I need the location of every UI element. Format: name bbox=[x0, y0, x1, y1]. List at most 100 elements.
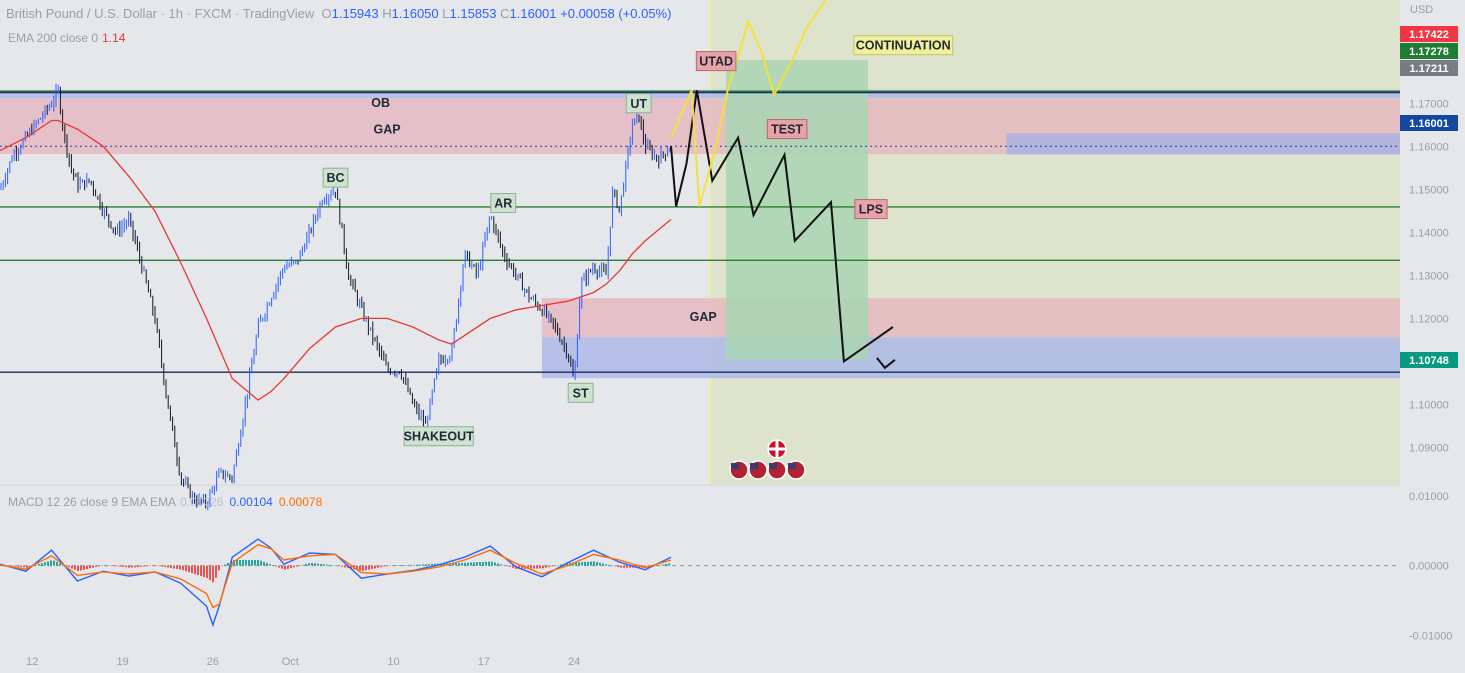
macd-histogram-bar bbox=[269, 564, 271, 566]
macd-histogram-bar bbox=[539, 565, 541, 569]
macd-histogram-bar bbox=[344, 565, 346, 568]
macd-histogram-bar bbox=[287, 565, 289, 569]
time-tick-label: 10 bbox=[387, 656, 399, 668]
macd-histogram-bar bbox=[296, 565, 298, 567]
macd-tick-label: 0.01000 bbox=[1409, 491, 1449, 503]
macd-histogram-bar bbox=[140, 565, 142, 567]
annotation-label: LPS bbox=[859, 203, 883, 217]
macd-histogram-bar bbox=[500, 564, 502, 566]
macd-histogram-bar bbox=[35, 564, 37, 566]
macd-histogram-bar bbox=[458, 562, 460, 566]
macd-signal-value: 0.00078 bbox=[278, 495, 323, 509]
price-tag-label: 1.10748 bbox=[1409, 355, 1449, 367]
macd-histogram-bar bbox=[332, 565, 334, 566]
macd-histogram-bar bbox=[113, 565, 115, 567]
annotation-box-9 bbox=[766, 119, 808, 140]
price-tick-label: 1.13000 bbox=[1409, 270, 1449, 282]
macd-histogram-bar bbox=[251, 560, 253, 566]
macd-histogram-bar bbox=[227, 562, 229, 566]
macd-histogram-bar bbox=[305, 564, 307, 566]
macd-histogram-bar bbox=[86, 565, 88, 570]
macd-histogram-bar bbox=[173, 565, 175, 569]
ema-legend[interactable]: EMA 200 close 0 1.14 bbox=[8, 31, 125, 45]
macd-histogram-bar bbox=[587, 561, 589, 566]
macd-legend[interactable]: MACD 12 26 close 9 EMA EMA 0.00026 0.00104… bbox=[8, 495, 322, 509]
macd-histogram-bar bbox=[404, 565, 406, 566]
trade-target-zone bbox=[726, 60, 868, 360]
macd-histogram-bar bbox=[575, 562, 577, 566]
macd-histogram-bar bbox=[194, 565, 196, 575]
annotation-box-10 bbox=[854, 199, 888, 220]
macd-histogram-bar bbox=[341, 565, 343, 567]
macd-histogram-bar bbox=[92, 565, 94, 568]
time-tick-label: 17 bbox=[478, 656, 490, 668]
macd-histogram-bar bbox=[566, 563, 568, 566]
macd-histogram-bar bbox=[392, 565, 394, 566]
macd-histogram-bar bbox=[38, 564, 40, 566]
macd-histogram-bar bbox=[53, 560, 55, 566]
macd-histogram-bar bbox=[302, 564, 304, 566]
macd-histogram-bar bbox=[368, 565, 370, 570]
macd-histogram-bar bbox=[602, 563, 604, 566]
price-tick-label: 1.12000 bbox=[1409, 313, 1449, 325]
macd-histogram-bar bbox=[593, 561, 595, 566]
annotation-label: AR bbox=[494, 197, 512, 211]
macd-histogram-bar bbox=[200, 565, 202, 577]
change-value: +0.00058 (+0.05%) bbox=[560, 6, 672, 21]
price-tag-1 bbox=[1400, 43, 1458, 59]
macd-histogram-bar bbox=[293, 565, 295, 568]
macd-histogram-bar bbox=[503, 565, 505, 566]
macd-histogram-bar bbox=[257, 560, 259, 566]
macd-histogram-bar bbox=[398, 565, 400, 566]
macd-histogram-bar bbox=[464, 562, 466, 566]
time-tick-label: 19 bbox=[116, 656, 128, 668]
macd-histogram-bar bbox=[365, 565, 367, 571]
macd-histogram-bar bbox=[665, 563, 667, 566]
macd-histogram-bar bbox=[401, 565, 403, 566]
macd-tick-label: -0.01000 bbox=[1409, 630, 1452, 642]
macd-histogram-bar bbox=[77, 565, 79, 572]
macd-histogram-bar bbox=[272, 565, 274, 566]
macd-histogram-bar bbox=[581, 562, 583, 566]
macd-histogram-bar bbox=[215, 565, 217, 578]
macd-histogram-bar bbox=[380, 565, 382, 568]
macd-histogram-bar bbox=[497, 563, 499, 566]
macd-histogram-bar bbox=[572, 562, 574, 566]
us-flag-icon-canton bbox=[750, 463, 758, 469]
macd-histogram-bar bbox=[125, 565, 127, 568]
price-tag-0 bbox=[1400, 26, 1458, 42]
symbol-title[interactable]: British Pound / U.S. Dollar · 1h · FXCM … bbox=[6, 6, 315, 21]
macd-histogram-bar bbox=[611, 565, 613, 567]
annotation-box-8 bbox=[695, 51, 737, 72]
price-tag-label: 1.17278 bbox=[1409, 46, 1449, 58]
macd-histogram-bar bbox=[527, 565, 529, 569]
ema-value: 1.14 bbox=[102, 31, 126, 45]
macd-histogram-bar bbox=[596, 562, 598, 566]
time-tick-label: 26 bbox=[207, 656, 219, 668]
macd-histogram-bar bbox=[224, 564, 226, 566]
annotation-box-11 bbox=[853, 35, 954, 56]
annotation-label: CONTINUATION bbox=[856, 39, 951, 53]
price-tick-label: 1.17000 bbox=[1409, 98, 1449, 110]
macd-histogram-bar bbox=[425, 564, 427, 566]
macd-histogram-bar bbox=[506, 565, 508, 567]
macd-histogram-bar bbox=[74, 565, 76, 570]
macd-histogram-bar bbox=[110, 565, 112, 567]
macd-histogram-bar bbox=[536, 565, 538, 569]
macd-histogram-bar bbox=[20, 565, 22, 568]
macd-histogram-bar bbox=[44, 562, 46, 566]
time-tick-label: Oct bbox=[282, 656, 299, 668]
zone-rect-2 bbox=[1006, 133, 1400, 155]
macd-histogram-bar bbox=[362, 565, 364, 572]
macd-histogram-bar bbox=[26, 565, 28, 568]
macd-histogram-bar bbox=[623, 565, 625, 568]
macd-histogram-bar bbox=[314, 563, 316, 566]
annotation-box-3 bbox=[490, 193, 517, 214]
macd-histogram-bar bbox=[323, 564, 325, 566]
price-tag-label: 1.17422 bbox=[1409, 29, 1449, 41]
macd-histogram-bar bbox=[608, 564, 610, 566]
macd-histogram-bar bbox=[410, 564, 412, 566]
annotation-box-2 bbox=[322, 167, 349, 188]
macd-histogram-bar bbox=[374, 565, 376, 569]
